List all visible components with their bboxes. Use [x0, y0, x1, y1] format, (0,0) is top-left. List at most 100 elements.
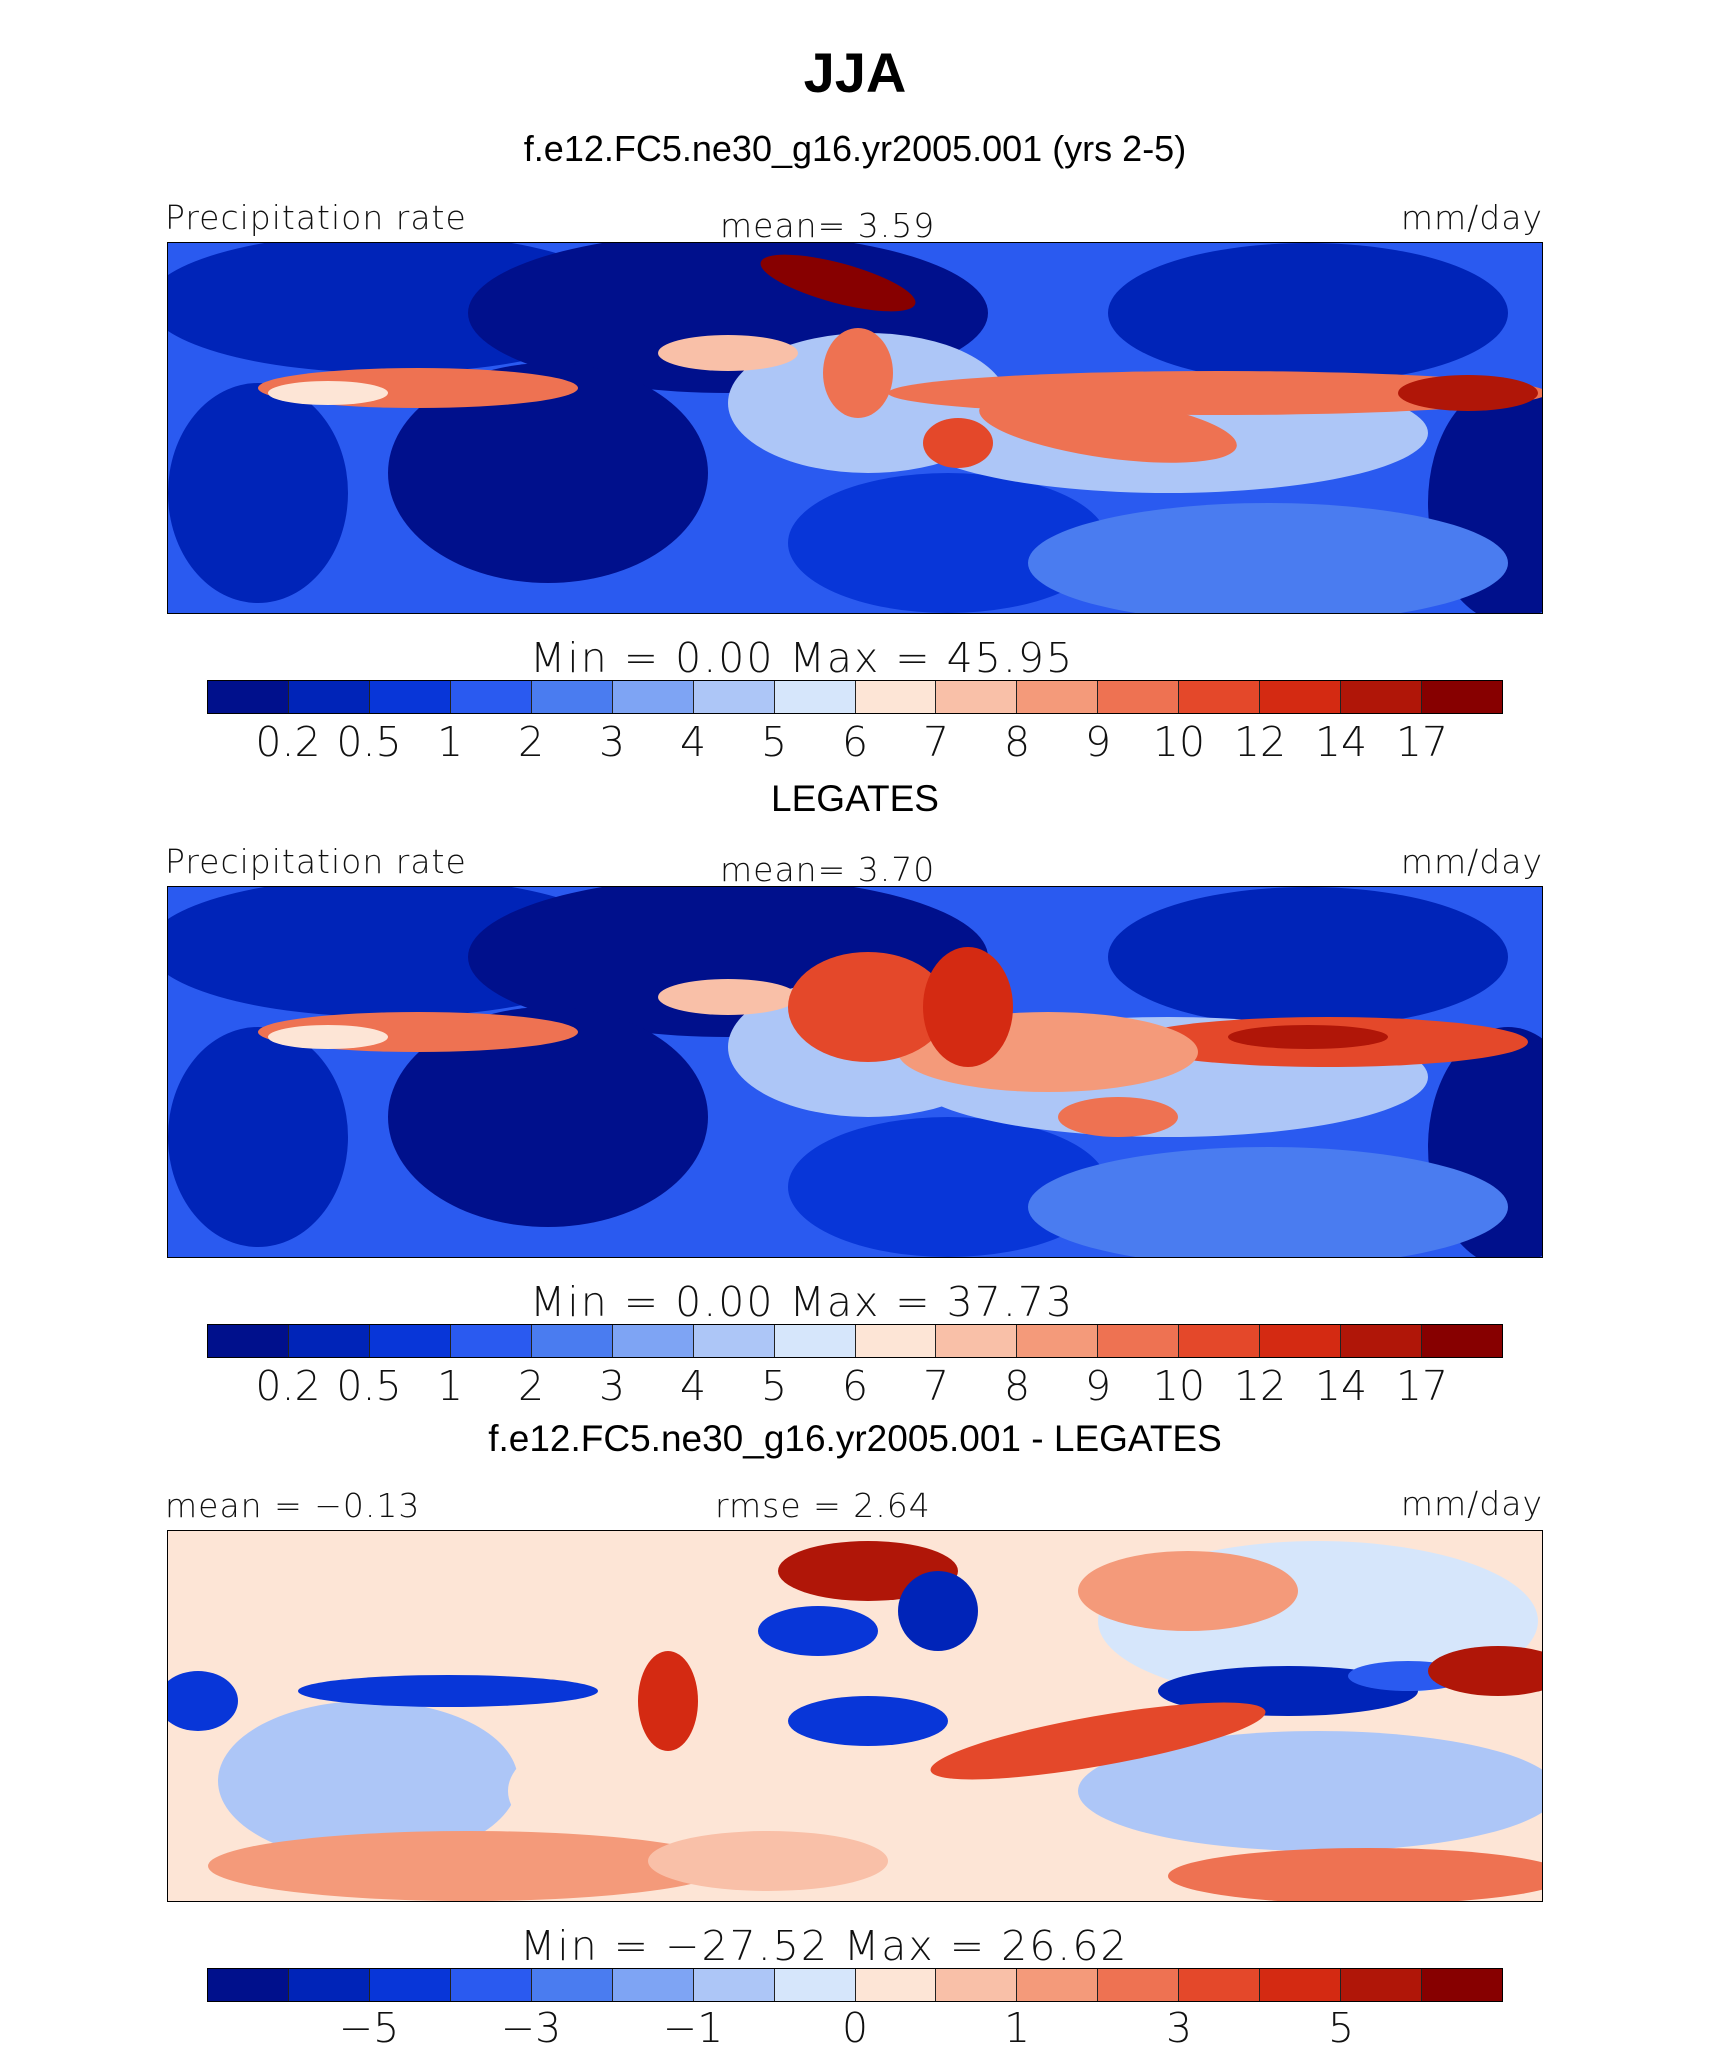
field-region — [1108, 887, 1508, 1027]
colorbar-swatch — [936, 1969, 1018, 2001]
figure-title: JJA — [803, 41, 907, 104]
field-region — [758, 1606, 878, 1656]
colorbar-swatch — [612, 681, 694, 713]
panel1-minmax: Min = 0.00 Max = 45.95 — [530, 634, 1075, 682]
colorbar-swatch — [288, 1969, 370, 2001]
colorbar-tick-label: 5 — [1327, 2004, 1355, 2052]
field-region — [648, 1831, 888, 1891]
field-region — [1058, 1097, 1178, 1137]
colorbar-swatch — [369, 1969, 451, 2001]
field-region — [1028, 503, 1508, 613]
panel3-map — [167, 1530, 1543, 1902]
colorbar-swatch — [1341, 1969, 1423, 2001]
field-region — [218, 1701, 518, 1861]
colorbar-swatch — [1260, 1969, 1342, 2001]
field-region — [898, 1571, 978, 1651]
field-region — [388, 363, 708, 583]
colorbar-swatch — [1179, 1325, 1261, 1357]
colorbar-tick-label: 10 — [1152, 718, 1206, 766]
colorbar-tick-label: 7 — [922, 718, 950, 766]
colorbar-tick-label: 9 — [1084, 1362, 1112, 1410]
colorbar-tick-label: 0.2 — [255, 718, 321, 766]
colorbar-tick-label: 10 — [1152, 1362, 1206, 1410]
colorbar-tick-label: −5 — [338, 2004, 400, 2052]
field-region — [788, 1696, 948, 1746]
colorbar-swatch — [208, 1325, 289, 1357]
colorbar-swatch — [1179, 1969, 1261, 2001]
colorbar-swatch — [693, 1969, 775, 2001]
colorbar-tick-label: 6 — [841, 718, 869, 766]
colorbar-tick-label: 8 — [1003, 1362, 1031, 1410]
panel3-rmse-label: rmse = 2.64 — [715, 1486, 931, 1525]
panel3-title: f.e12.FC5.ne30_g16.yr2005.001 - LEGATES — [488, 1418, 1222, 1459]
field-region — [930, 1702, 1266, 1780]
field-region — [268, 381, 388, 405]
field-region — [1078, 1551, 1298, 1631]
colorbar-swatch — [1017, 1325, 1099, 1357]
field-region — [1078, 1731, 1542, 1851]
colorbar-swatch — [450, 1325, 532, 1357]
colorbar-swatch — [1017, 681, 1099, 713]
colorbar-tick-label: 1 — [1003, 2004, 1031, 2052]
colorbar-swatch — [1422, 1969, 1502, 2001]
colorbar-tick-label: 0.5 — [336, 1362, 402, 1410]
field-region — [1168, 1848, 1542, 1901]
colorbar-swatch — [288, 1325, 370, 1357]
colorbar-swatch — [936, 681, 1018, 713]
panel3-units-label: mm/day — [1400, 1484, 1543, 1523]
colorbar-tick-label: 3 — [598, 1362, 626, 1410]
colorbar-tick-label: −1 — [662, 2004, 724, 2052]
field-region — [268, 1025, 388, 1049]
panel2-colorbar — [207, 1324, 1503, 1358]
panel2-mean-label: mean= 3.70 — [720, 850, 936, 889]
colorbar-tick-label: 12 — [1233, 718, 1287, 766]
colorbar-tick-label: 7 — [922, 1362, 950, 1410]
field-region — [823, 328, 893, 418]
colorbar-swatch — [369, 1325, 451, 1357]
colorbar-swatch — [450, 1969, 532, 2001]
colorbar-swatch — [1098, 1325, 1180, 1357]
colorbar-tick-label: 14 — [1314, 718, 1368, 766]
colorbar-tick-label: 6 — [841, 1362, 869, 1410]
field-region — [168, 1027, 348, 1247]
colorbar-tick-label: 17 — [1395, 1362, 1449, 1410]
colorbar-swatch — [612, 1325, 694, 1357]
panel1-mean-label: mean= 3.59 — [720, 206, 936, 245]
colorbar-tick-label: 14 — [1314, 1362, 1368, 1410]
colorbar-swatch — [774, 1969, 856, 2001]
field-region — [168, 383, 348, 603]
field-region — [298, 1675, 598, 1707]
colorbar-swatch — [369, 681, 451, 713]
panel3-colorbar — [207, 1968, 1503, 2002]
colorbar-swatch — [612, 1969, 694, 2001]
panel3-minmax: Min = −27.52 Max = 26.62 — [520, 1922, 1129, 1970]
field-region — [168, 1671, 238, 1731]
field-region — [979, 393, 1237, 463]
colorbar-tick-label: 0.2 — [255, 1362, 321, 1410]
colorbar-swatch — [855, 1325, 937, 1357]
colorbar-tick-label: 12 — [1233, 1362, 1287, 1410]
colorbar-swatch — [693, 1325, 775, 1357]
field-region — [658, 335, 798, 371]
colorbar-tick-label: 9 — [1084, 718, 1112, 766]
colorbar-swatch — [1422, 1325, 1502, 1357]
colorbar-swatch — [855, 1969, 937, 2001]
panel2-minmax: Min = 0.00 Max = 37.73 — [530, 1278, 1075, 1326]
colorbar-swatch — [1098, 1969, 1180, 2001]
colorbar-tick-label: 0 — [841, 2004, 869, 2052]
colorbar-tick-label: 5 — [760, 1362, 788, 1410]
colorbar-swatch — [208, 1969, 289, 2001]
colorbar-tick-label: 2 — [517, 718, 545, 766]
colorbar-tick-label: 17 — [1395, 718, 1449, 766]
panel1-map — [167, 242, 1543, 614]
colorbar-swatch — [774, 681, 856, 713]
panel1-variable-label: Precipitation rate — [165, 198, 467, 237]
colorbar-swatch — [693, 681, 775, 713]
colorbar-swatch — [450, 681, 532, 713]
colorbar-swatch — [936, 1325, 1018, 1357]
field-region — [788, 1117, 1108, 1257]
field-region — [1398, 375, 1538, 411]
panel2-units-label: mm/day — [1400, 842, 1543, 881]
field-region — [1428, 1646, 1542, 1696]
field-region — [388, 1007, 708, 1227]
